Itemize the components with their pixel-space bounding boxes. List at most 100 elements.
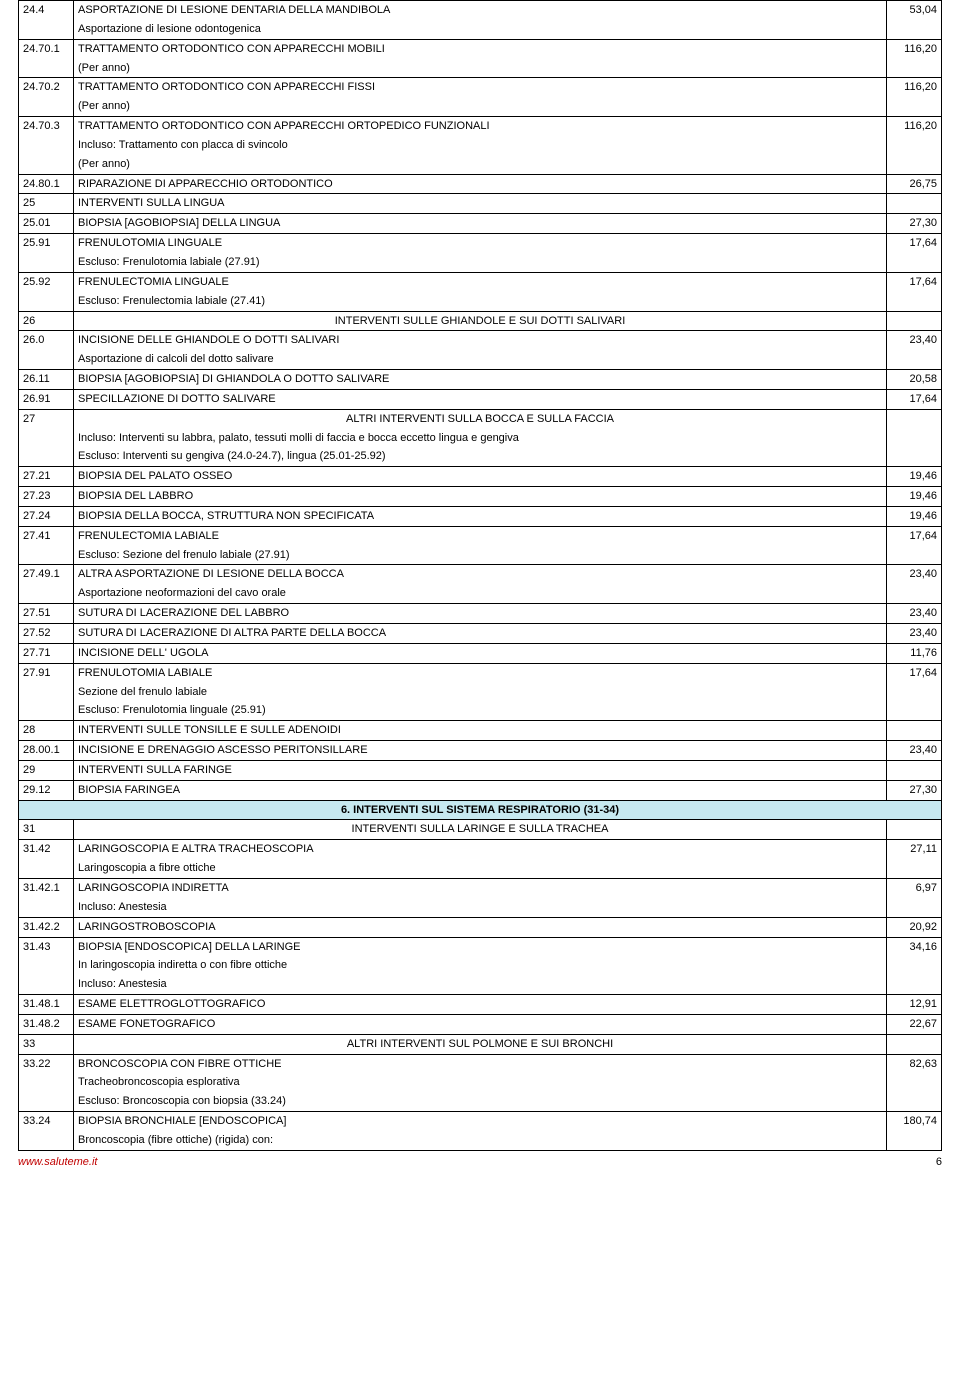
row-value: 116,20 [887, 39, 942, 58]
row-code: 33 [19, 1034, 74, 1054]
row-code [19, 1131, 74, 1150]
row-value [887, 760, 942, 780]
row-desc: TRATTAMENTO ORTODONTICO CON APPARECCHI O… [74, 117, 887, 136]
row-value [887, 1092, 942, 1111]
row-value: 11,76 [887, 643, 942, 663]
row-desc: TRATTAMENTO ORTODONTICO CON APPARECCHI F… [74, 78, 887, 97]
row-desc: INTERVENTI SULLA LARINGE E SULLA TRACHEA [74, 820, 887, 840]
row-value [887, 859, 942, 878]
row-value: 23,40 [887, 741, 942, 761]
row-desc: INTERVENTI SULLA LINGUA [74, 194, 887, 214]
row-code [19, 350, 74, 369]
row-code: 24.70.3 [19, 117, 74, 136]
row-code [19, 956, 74, 975]
row-value [887, 409, 942, 428]
row-code: 24.4 [19, 1, 74, 20]
row-value: 17,64 [887, 389, 942, 409]
row-desc: ALTRA ASPORTAZIONE DI LESIONE DELLA BOCC… [74, 565, 887, 584]
row-value [887, 155, 942, 174]
row-desc: BIOPSIA [ENDOSCOPICA] DELLA LARINGE [74, 937, 887, 956]
row-code: 31.42.2 [19, 917, 74, 937]
row-value: 19,46 [887, 506, 942, 526]
row-code: 28 [19, 721, 74, 741]
footer-page: 6 [936, 1155, 942, 1170]
row-value: 20,58 [887, 370, 942, 390]
row-code: 27 [19, 409, 74, 428]
row-value: 17,64 [887, 526, 942, 545]
row-desc: ALTRI INTERVENTI SULLA BOCCA E SULLA FAC… [74, 409, 887, 428]
row-desc: BIOPSIA FARINGEA [74, 780, 887, 800]
row-desc: Asportazione di calcoli del dotto saliva… [74, 350, 887, 369]
row-desc: FRENULECTOMIA LABIALE [74, 526, 887, 545]
row-desc: (Per anno) [74, 59, 887, 78]
row-code: 31.42 [19, 840, 74, 859]
row-code: 25.92 [19, 272, 74, 291]
row-desc: ALTRI INTERVENTI SUL POLMONE E SUI BRONC… [74, 1034, 887, 1054]
row-desc: LARINGOSTROBOSCOPIA [74, 917, 887, 937]
row-value [887, 447, 942, 466]
footer-site: www.saluteme.it [18, 1155, 97, 1170]
row-code [19, 546, 74, 565]
row-value: 12,91 [887, 995, 942, 1015]
row-desc: INCISIONE E DRENAGGIO ASCESSO PERITONSIL… [74, 741, 887, 761]
row-desc: LARINGOSCOPIA E ALTRA TRACHEOSCOPIA [74, 840, 887, 859]
row-value: 6,97 [887, 878, 942, 897]
row-value: 116,20 [887, 117, 942, 136]
row-desc: FRENULOTOMIA LINGUALE [74, 234, 887, 253]
row-value [887, 292, 942, 311]
row-desc: Laringoscopia a fibre ottiche [74, 859, 887, 878]
row-value [887, 429, 942, 448]
row-desc: Escluso: Frenulotomia labiale (27.91) [74, 253, 887, 272]
row-value [887, 898, 942, 917]
row-code: 27.24 [19, 506, 74, 526]
row-code: 24.70.1 [19, 39, 74, 58]
row-value: 19,46 [887, 487, 942, 507]
row-code: 29.12 [19, 780, 74, 800]
row-desc: INTERVENTI SULLE TONSILLE E SULLE ADENOI… [74, 721, 887, 741]
row-code [19, 683, 74, 702]
row-value [887, 584, 942, 603]
row-desc: BIOPSIA DEL PALATO OSSEO [74, 467, 887, 487]
row-desc: Tracheobroncoscopia esplorativa [74, 1073, 887, 1092]
row-value [887, 136, 942, 155]
row-desc: FRENULECTOMIA LINGUALE [74, 272, 887, 291]
row-code: 27.23 [19, 487, 74, 507]
row-code: 26 [19, 311, 74, 331]
row-value [887, 1034, 942, 1054]
row-code: 29 [19, 760, 74, 780]
row-value: 17,64 [887, 272, 942, 291]
row-code [19, 429, 74, 448]
row-desc: Incluso: Interventi su labbra, palato, t… [74, 429, 887, 448]
row-value [887, 820, 942, 840]
row-code: 27.71 [19, 643, 74, 663]
row-value: 26,75 [887, 174, 942, 194]
row-value: 23,40 [887, 604, 942, 624]
row-value [887, 975, 942, 994]
row-desc: Sezione del frenulo labiale [74, 683, 887, 702]
row-value: 17,64 [887, 663, 942, 682]
row-desc: Escluso: Sezione del frenulo labiale (27… [74, 546, 887, 565]
row-desc: (Per anno) [74, 155, 887, 174]
row-code [19, 584, 74, 603]
row-value: 34,16 [887, 937, 942, 956]
row-code: 27.21 [19, 467, 74, 487]
row-code: 26.11 [19, 370, 74, 390]
row-desc: Escluso: Broncoscopia con biopsia (33.24… [74, 1092, 887, 1111]
row-desc: BIOPSIA [AGOBIOPSIA] DI GHIANDOLA O DOTT… [74, 370, 887, 390]
page-footer: www.saluteme.it 6 [18, 1155, 942, 1170]
row-desc: RIPARAZIONE DI APPARECCHIO ORTODONTICO [74, 174, 887, 194]
row-desc: SUTURA DI LACERAZIONE DEL LABBRO [74, 604, 887, 624]
row-code: 33.24 [19, 1112, 74, 1131]
row-desc: INCISIONE DELL' UGOLA [74, 643, 887, 663]
row-value: 19,46 [887, 467, 942, 487]
row-value: 20,92 [887, 917, 942, 937]
row-code: 25 [19, 194, 74, 214]
row-code: 33.22 [19, 1054, 74, 1073]
row-code [19, 136, 74, 155]
row-value [887, 311, 942, 331]
row-code: 27.41 [19, 526, 74, 545]
row-code: 28.00.1 [19, 741, 74, 761]
row-desc: BIOPSIA [AGOBIOPSIA] DELLA LINGUA [74, 214, 887, 234]
row-desc: Escluso: Frenulotomia linguale (25.91) [74, 701, 887, 720]
row-code [19, 1092, 74, 1111]
